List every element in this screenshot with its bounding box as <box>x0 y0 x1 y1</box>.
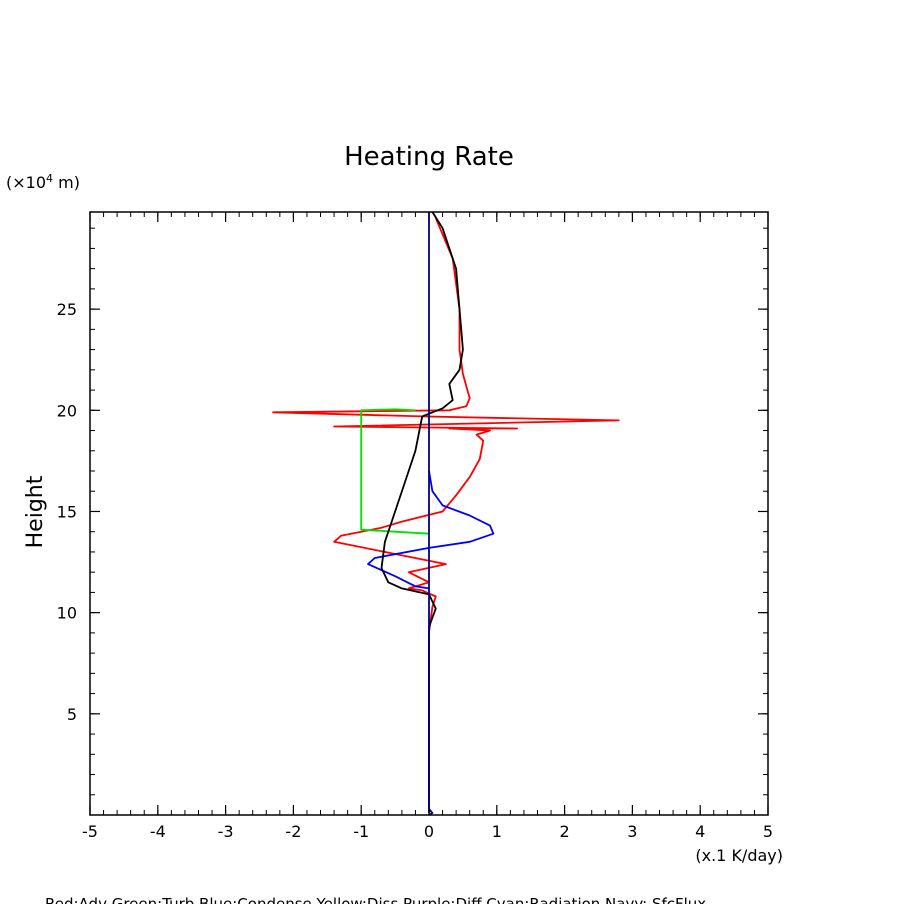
legend-text: Red:Adv Green:Turb Blue:Condense Yellow:… <box>45 895 706 904</box>
x-tick-label: -1 <box>353 822 369 841</box>
y-unit-label: (×104 m) <box>6 172 80 192</box>
series-line-adv <box>272 217 620 813</box>
x-tick-label: -5 <box>82 822 98 841</box>
series-line-turb <box>360 408 430 535</box>
y-tick-label: 5 <box>67 705 77 724</box>
series-line-total <box>380 211 464 813</box>
series-line-sfcflux <box>428 212 434 816</box>
y-unit-prefix: (×10 <box>6 173 46 192</box>
x-tick-label: 2 <box>560 822 570 841</box>
x-tick-label: -2 <box>285 822 301 841</box>
x-tick-label: 5 <box>763 822 773 841</box>
axis-ticks: -5 -4 -3 -2 -1 0 1 2 3 4 5 5 10 15 20 25 <box>57 212 773 841</box>
x-tick-label: 1 <box>492 822 502 841</box>
x-tick-label: 3 <box>627 822 637 841</box>
y-unit-suffix: m) <box>53 173 80 192</box>
series-line-condense <box>367 470 495 590</box>
x-tick-label: 4 <box>695 822 705 841</box>
y-unit-exponent: 4 <box>46 172 53 185</box>
x-tick-label: 0 <box>424 822 434 841</box>
x-tick-label: -3 <box>218 822 234 841</box>
x-unit-label: (x.1 K/day) <box>695 846 783 865</box>
chart-title: Heating Rate <box>344 142 514 172</box>
x-tick-label: -4 <box>150 822 166 841</box>
y-tick-label: 10 <box>57 604 77 623</box>
y-tick-label: 15 <box>57 502 77 521</box>
series-group <box>272 211 620 816</box>
y-axis-label: Height <box>23 475 48 548</box>
y-tick-label: 25 <box>57 300 77 319</box>
plot-frame <box>89 211 769 816</box>
y-tick-label: 20 <box>57 401 77 420</box>
